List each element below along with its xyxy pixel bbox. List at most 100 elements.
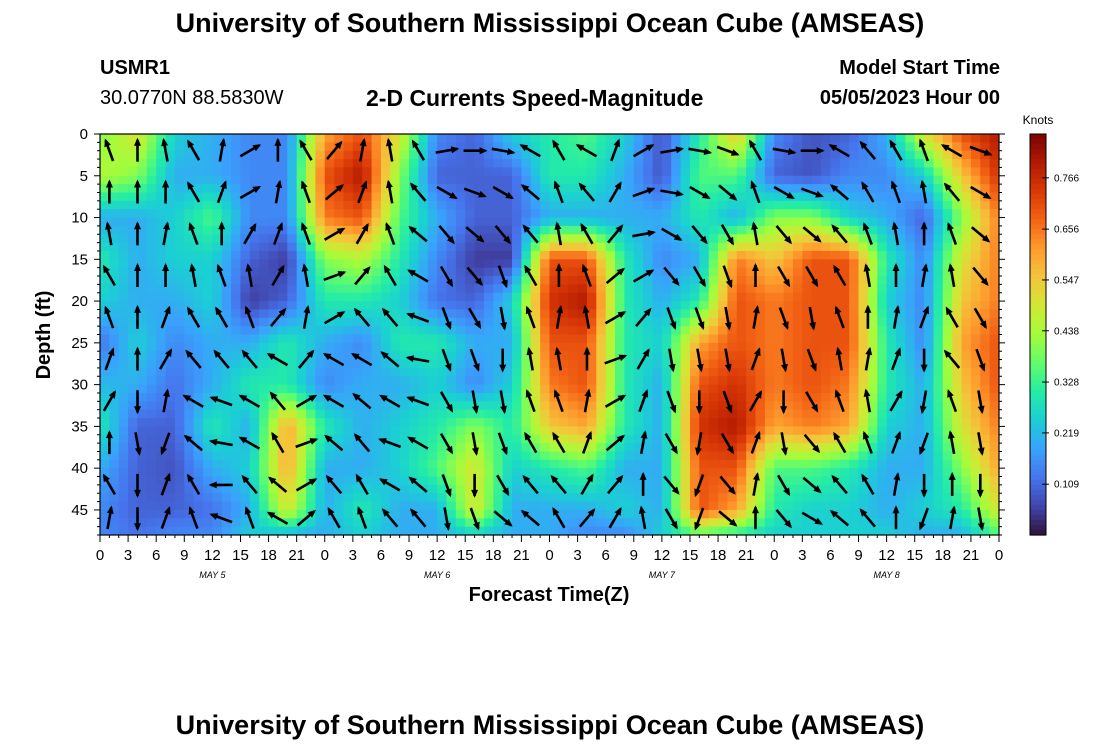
heatmap-cell	[474, 476, 485, 486]
heatmap-cell	[633, 434, 644, 444]
heatmap-cell	[128, 509, 139, 519]
heatmap-cell	[924, 234, 935, 244]
current-vector	[188, 222, 199, 246]
heatmap-cell	[483, 459, 494, 469]
current-vector	[441, 474, 452, 498]
heatmap-cell	[512, 217, 522, 227]
current-vector	[582, 305, 591, 329]
heatmap-cell	[942, 150, 953, 160]
heatmap-cell	[100, 200, 110, 210]
heatmap-cell	[221, 401, 232, 411]
heatmap-cell	[905, 509, 916, 519]
heatmap-cell	[437, 351, 448, 361]
heatmap-cell	[249, 317, 260, 327]
heatmap-cell	[118, 376, 129, 386]
heatmap-cell	[221, 159, 232, 169]
heatmap-cell	[231, 175, 242, 185]
heatmap-cell	[549, 192, 560, 202]
heatmap-cell	[483, 376, 494, 386]
heatmap-cell	[652, 493, 663, 503]
heatmap-cell	[933, 342, 944, 352]
heatmap-cell	[109, 418, 120, 427]
heatmap-cell	[268, 267, 279, 277]
heatmap-cell	[942, 301, 953, 311]
heatmap-cell	[212, 384, 223, 394]
heatmap-cell	[980, 476, 991, 486]
heatmap-cell	[643, 359, 654, 369]
heatmap-cell	[455, 184, 466, 194]
heatmap-cell	[343, 159, 354, 169]
heatmap-cell	[427, 392, 438, 402]
heatmap-cell	[193, 309, 204, 319]
heatmap-cell	[231, 501, 242, 511]
heatmap-cell	[867, 418, 878, 427]
heatmap-cell	[755, 526, 766, 535]
heatmap-cell	[352, 493, 363, 503]
heatmap-cell	[109, 376, 120, 386]
heatmap-cell	[418, 250, 429, 260]
heatmap-cell	[380, 242, 391, 252]
heatmap-cell	[465, 484, 476, 494]
heatmap-cell	[427, 192, 438, 202]
heatmap-cell	[689, 359, 700, 369]
heatmap-cell	[821, 367, 832, 377]
heatmap-cell	[839, 476, 850, 486]
heatmap-cell	[586, 409, 597, 419]
heatmap-cell	[334, 200, 345, 210]
heatmap-cell	[708, 317, 719, 327]
heatmap-cell	[961, 401, 972, 411]
heatmap-cell	[174, 359, 185, 369]
heatmap-cell	[137, 200, 148, 210]
current-vector	[639, 471, 647, 496]
heatmap-cell	[942, 418, 953, 427]
heatmap-cell	[764, 351, 775, 361]
heatmap-cell	[334, 334, 345, 344]
current-vector	[638, 505, 647, 530]
heatmap-cell	[980, 526, 991, 535]
heatmap-cell	[867, 359, 878, 369]
heatmap-cell	[502, 301, 513, 311]
heatmap-cell	[924, 409, 935, 419]
heatmap-cell	[277, 476, 288, 486]
heatmap-cell	[708, 526, 719, 535]
heatmap-cell	[764, 493, 775, 503]
heatmap-cell	[942, 509, 953, 519]
heatmap-cell	[193, 184, 204, 194]
heatmap-cell	[203, 317, 213, 327]
heatmap-cell	[774, 301, 785, 311]
heatmap-cell	[633, 134, 644, 143]
heatmap-cell	[774, 518, 785, 528]
current-vector	[134, 263, 141, 287]
heatmap-cell	[886, 484, 897, 494]
current-vector	[808, 306, 816, 331]
heatmap-cell	[212, 142, 223, 152]
heatmap-cell	[324, 250, 335, 260]
heatmap-cell	[792, 342, 803, 352]
heatmap-cell	[268, 409, 279, 419]
heatmap-cell	[746, 401, 757, 411]
heatmap-cell	[221, 409, 232, 419]
heatmap-cell	[821, 317, 832, 327]
heatmap-cell	[455, 284, 466, 294]
heatmap-cell	[156, 459, 167, 469]
heatmap-cell	[914, 359, 925, 369]
heatmap-cell	[137, 142, 148, 152]
heatmap-cell	[821, 392, 832, 402]
heatmap-cell	[914, 392, 925, 402]
heatmap-cell	[483, 493, 494, 503]
heatmap-cell	[212, 159, 223, 169]
heatmap-cell	[727, 167, 738, 177]
heatmap-cell	[380, 159, 391, 169]
heatmap-cell	[549, 242, 560, 252]
heatmap-cell	[671, 267, 682, 277]
heatmap-cell	[343, 209, 354, 219]
heatmap-cell	[427, 468, 438, 478]
heatmap-cell	[446, 309, 457, 319]
heatmap-cell	[231, 317, 242, 327]
heatmap-cell	[746, 209, 757, 219]
heatmap-cell	[905, 317, 916, 327]
heatmap-cell	[165, 443, 176, 453]
heatmap-cell	[689, 250, 700, 260]
heatmap-cell	[203, 250, 213, 260]
heatmap-cell	[193, 409, 204, 419]
